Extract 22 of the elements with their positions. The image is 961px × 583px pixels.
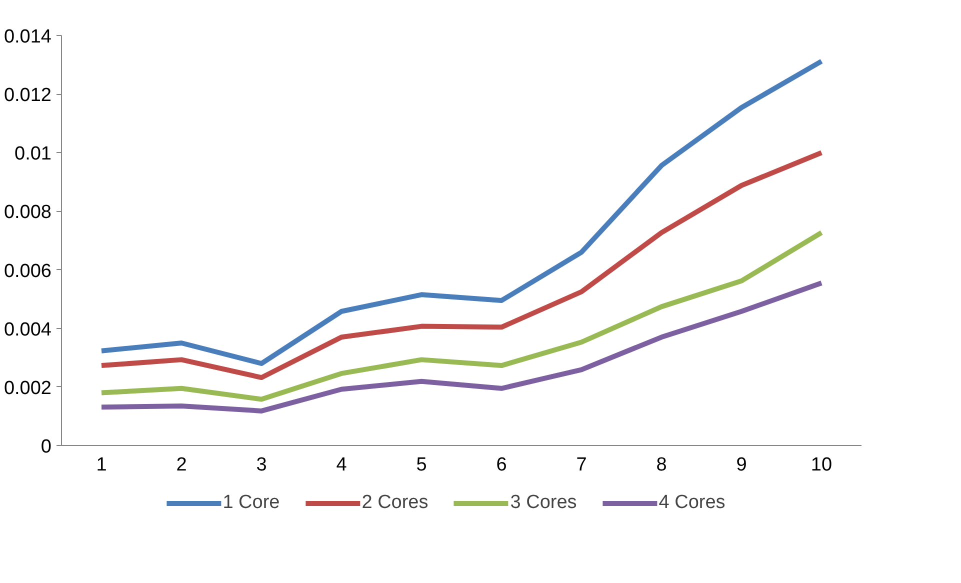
legend-label: 3 Cores [510,492,577,514]
y-tick-label: 0 [40,436,52,458]
y-tick-label: 0.014 [4,26,52,48]
legend-label: 4 Cores [658,492,726,514]
y-tick-label: 0.004 [4,319,52,340]
legend-label: 1 Core [222,492,280,514]
y-tick-label: 0.006 [4,260,52,282]
x-tick-label: 1 [96,454,107,476]
y-tick-label: 0.002 [4,378,52,399]
legend-label: 2 Cores [362,492,428,514]
x-tick-label: 9 [736,454,747,476]
x-tick-label: 2 [176,454,187,476]
y-tick-label: 0.008 [4,202,52,224]
x-tick-label: 8 [656,454,667,476]
x-tick-label: 6 [496,454,507,476]
x-tick-label: 10 [810,454,832,476]
y-tick-label: 0.012 [4,85,52,106]
x-tick-label: 5 [416,454,427,476]
x-tick-label: 7 [576,454,587,476]
x-tick-label: 3 [256,454,267,476]
x-tick-label: 4 [336,454,348,476]
y-tick-label: 0.01 [14,144,52,165]
